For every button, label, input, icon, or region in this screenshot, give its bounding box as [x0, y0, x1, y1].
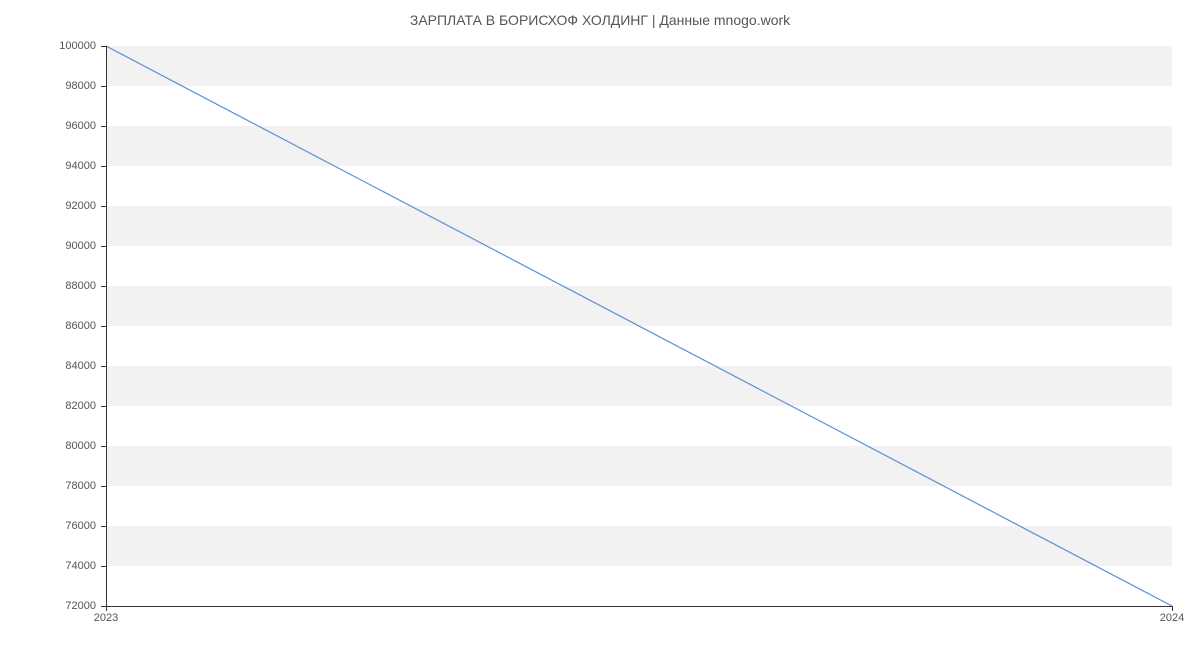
y-tick-label: 96000	[65, 120, 106, 132]
y-tick-label: 98000	[65, 80, 106, 92]
y-tick-label: 90000	[65, 240, 106, 252]
x-axis	[106, 606, 1172, 607]
y-tick-label: 76000	[65, 520, 106, 532]
y-tick-label: 78000	[65, 480, 106, 492]
plot-area: 7200074000760007800080000820008400086000…	[106, 46, 1172, 606]
y-tick-label: 100000	[59, 40, 106, 52]
x-tick-label: 2024	[1160, 606, 1184, 624]
y-tick-label: 94000	[65, 160, 106, 172]
chart-title: ЗАРПЛАТА В БОРИСХОФ ХОЛДИНГ | Данные mno…	[0, 12, 1200, 28]
y-tick-label: 84000	[65, 360, 106, 372]
y-tick-label: 82000	[65, 400, 106, 412]
y-tick-label: 92000	[65, 200, 106, 212]
y-tick-label: 88000	[65, 280, 106, 292]
x-tick-label: 2023	[94, 606, 118, 624]
y-tick-label: 80000	[65, 440, 106, 452]
salary-chart: ЗАРПЛАТА В БОРИСХОФ ХОЛДИНГ | Данные mno…	[0, 0, 1200, 650]
y-axis	[106, 46, 107, 606]
y-tick-label: 74000	[65, 560, 106, 572]
series-line-layer	[106, 46, 1172, 606]
y-tick-label: 86000	[65, 320, 106, 332]
series-line	[106, 46, 1172, 606]
